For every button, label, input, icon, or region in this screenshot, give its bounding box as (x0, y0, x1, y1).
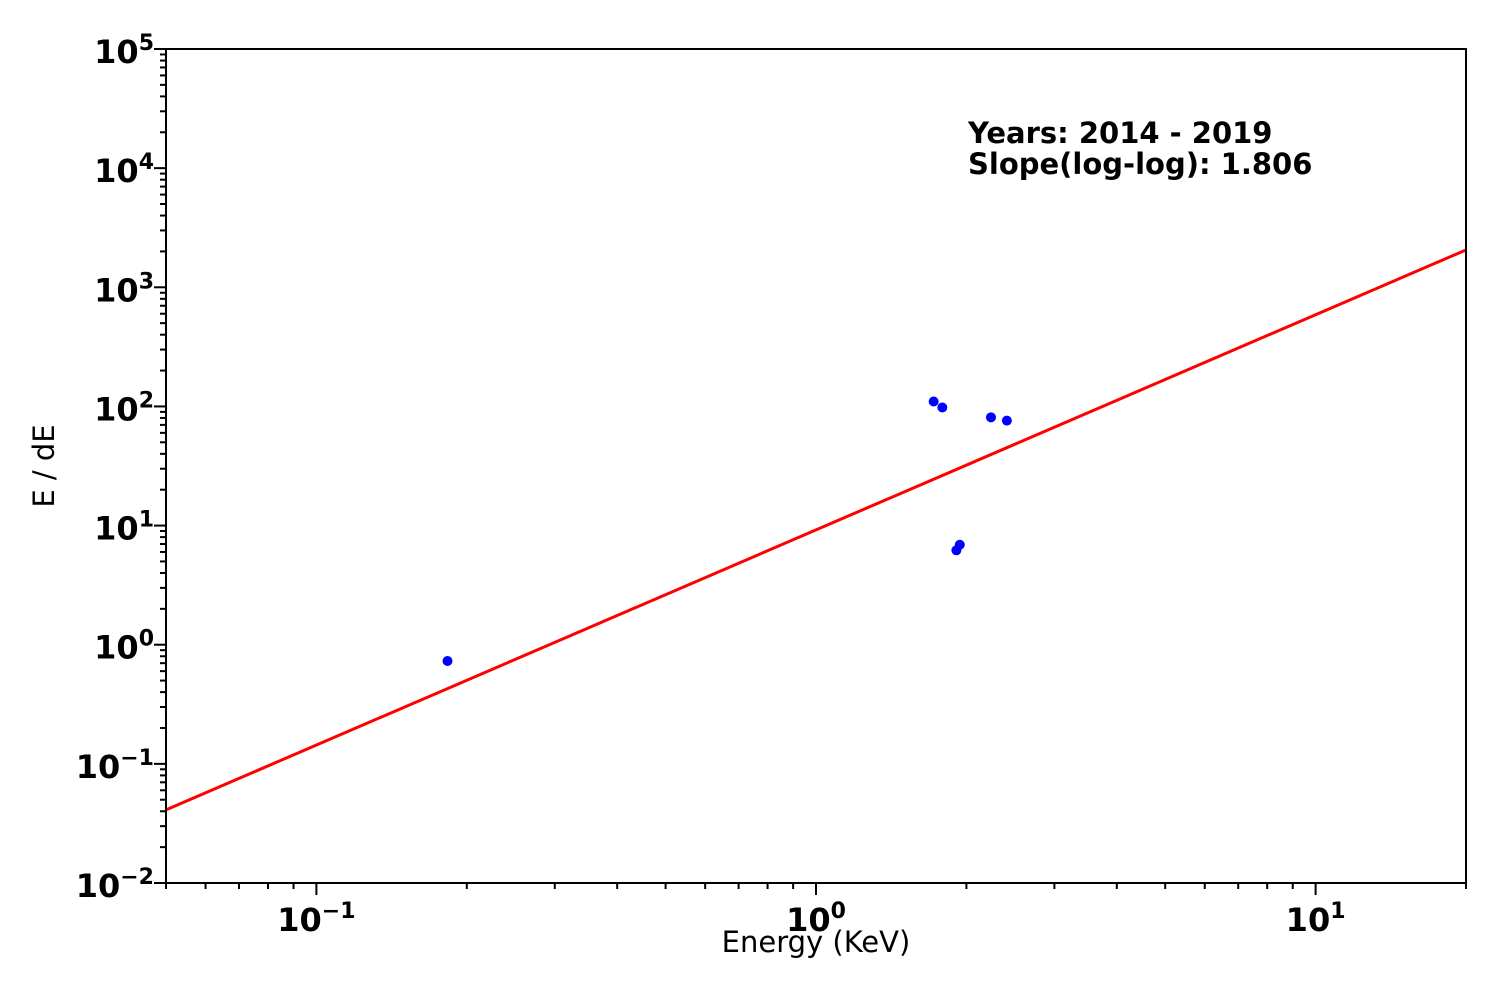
data-point (937, 402, 948, 413)
data-point (1001, 415, 1012, 426)
fit-line (165, 248, 1467, 812)
tick-label-base: 10 (277, 901, 322, 939)
y-tick-label: 104 (94, 150, 154, 190)
tick-label-exponent: 1 (139, 508, 154, 533)
tick-label-base: 10 (94, 629, 139, 667)
y-tick-label: 10−2 (76, 865, 154, 905)
y-tick-label: 10−1 (76, 746, 154, 786)
x-axis-label: Energy (KeV) (721, 925, 911, 959)
y-tick-label: 105 (94, 31, 154, 71)
annotation-slope: Slope(log-log): 1.806 (968, 147, 1313, 181)
tick-label-base: 10 (786, 901, 831, 939)
y-tick-label: 102 (94, 388, 154, 428)
tick-label-base: 10 (94, 33, 139, 71)
tick-label-exponent: 3 (139, 269, 154, 294)
tick-label-base: 10 (94, 510, 139, 548)
tick-label-exponent: −2 (120, 865, 154, 890)
tick-label-base: 10 (94, 271, 139, 309)
y-tick-label: 103 (94, 269, 154, 309)
x-tick-label: 10−1 (277, 899, 355, 939)
tick-label-exponent: 2 (139, 388, 154, 413)
tick-label-exponent: −1 (120, 746, 154, 771)
tick-label-exponent: −1 (322, 899, 356, 924)
tick-label-exponent: 0 (831, 899, 846, 924)
x-tick-label: 101 (1286, 899, 1346, 939)
tick-label-base: 10 (94, 152, 139, 190)
y-axis-label: E / dE (27, 424, 61, 508)
x-tick-label: 100 (786, 899, 846, 939)
annotation-years: Years: 2014 - 2019 (968, 116, 1273, 150)
data-point (928, 396, 939, 407)
tick-label-exponent: 5 (139, 31, 154, 56)
tick-label-base: 10 (76, 748, 121, 786)
data-point (442, 655, 453, 666)
tick-label-exponent: 0 (139, 627, 154, 652)
y-tick-label: 100 (94, 627, 154, 667)
tick-label-base: 10 (1286, 901, 1331, 939)
tick-label-exponent: 4 (139, 150, 154, 175)
data-point (985, 412, 996, 423)
tick-label-base: 10 (94, 390, 139, 428)
y-tick-label: 101 (94, 508, 154, 548)
tick-label-exponent: 1 (1330, 899, 1345, 924)
annotation-box: Years: 2014 - 2019 Slope(log-log): 1.806 (968, 118, 1312, 180)
tick-label-base: 10 (76, 867, 121, 905)
data-point (954, 539, 965, 550)
